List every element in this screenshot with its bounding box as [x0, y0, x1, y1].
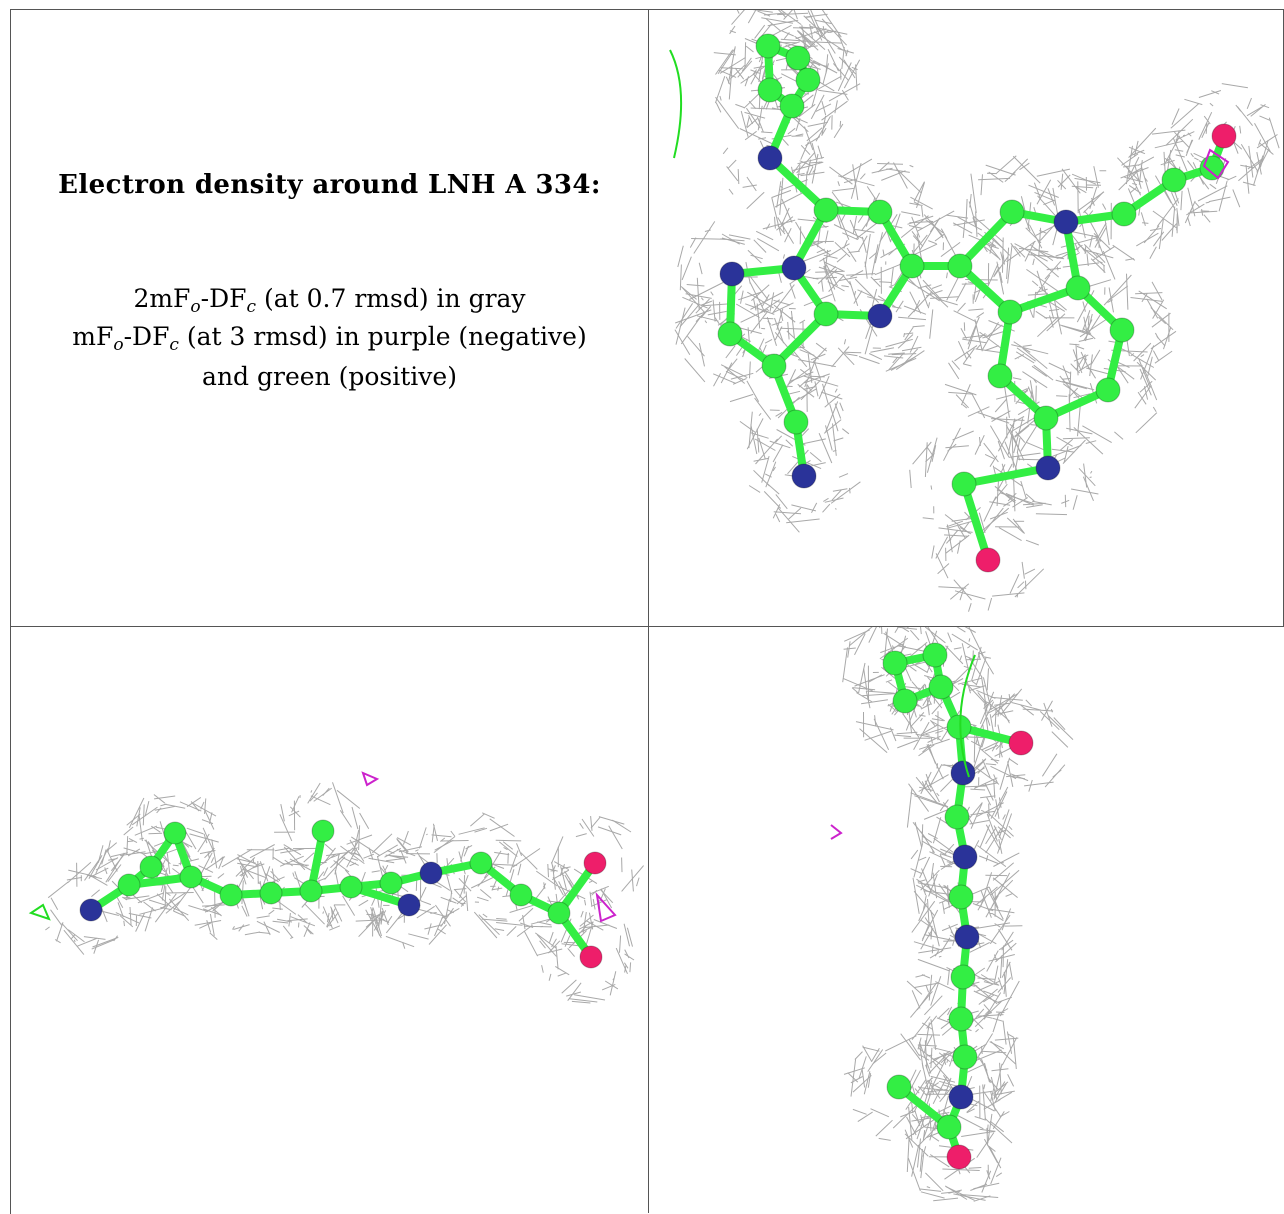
atom-group: [883, 643, 1033, 1169]
carbon-atom: [548, 902, 570, 924]
nitrogen-atom: [953, 845, 977, 869]
carbon-atom: [893, 689, 917, 713]
nitrogen-atom: [1054, 210, 1078, 234]
nitrogen-atom: [868, 304, 892, 328]
negative-density-blob: [363, 773, 377, 785]
carbon-atom: [949, 1007, 973, 1031]
positive-density-blob: [31, 905, 49, 919]
carbon-atom: [1112, 202, 1136, 226]
oxygen-atom: [1009, 731, 1033, 755]
nitrogen-atom: [420, 862, 442, 884]
carbon-atom: [948, 254, 972, 278]
carbon-atom: [883, 651, 907, 675]
carbon-atom: [868, 200, 892, 224]
carbon-atom: [814, 302, 838, 326]
oxygen-atom: [976, 548, 1000, 572]
nitrogen-atom: [1036, 456, 1060, 480]
nitrogen-atom: [782, 256, 806, 280]
carbon-atom: [947, 715, 971, 739]
carbon-atom: [1162, 168, 1186, 192]
carbon-atom: [937, 1115, 961, 1139]
nitrogen-atom: [758, 146, 782, 170]
carbon-atom: [140, 856, 162, 878]
carbon-atom: [951, 965, 975, 989]
oxygen-atom: [1212, 124, 1236, 148]
carbon-atom: [164, 822, 186, 844]
oxygen-atom: [584, 852, 606, 874]
carbon-atom: [952, 472, 976, 496]
carbon-atom: [470, 852, 492, 874]
positive-density-blob: [670, 50, 681, 158]
caption-cell: Electron density around LNH A 334: 2mFo-…: [11, 10, 648, 626]
carbon-atom: [1110, 318, 1134, 342]
carbon-atom: [796, 68, 820, 92]
carbon-atom: [814, 198, 838, 222]
carbon-atom: [220, 884, 242, 906]
oxygen-atom: [580, 946, 602, 968]
carbon-atom: [340, 876, 362, 898]
carbon-atom: [900, 254, 924, 278]
caption-line-3: and green (positive): [11, 362, 648, 391]
carbon-atom: [945, 805, 969, 829]
carbon-atom: [1200, 156, 1224, 180]
carbon-atom: [923, 643, 947, 667]
carbon-atom: [1000, 200, 1024, 224]
carbon-atom: [118, 874, 140, 896]
caption-title: Electron density around LNH A 334:: [11, 170, 648, 200]
oxygen-atom: [947, 1145, 971, 1169]
density-panel-edge-view: [649, 627, 1284, 1213]
carbon-atom: [786, 46, 810, 70]
carbon-atom: [758, 78, 782, 102]
carbon-atom: [1034, 406, 1058, 430]
carbon-atom: [180, 866, 202, 888]
carbon-atom: [756, 34, 780, 58]
carbon-atom: [780, 94, 804, 118]
nitrogen-atom: [951, 761, 975, 785]
carbon-atom: [1096, 378, 1120, 402]
negative-density-blob: [831, 825, 841, 839]
atom-group: [80, 820, 606, 968]
carbon-atom: [887, 1075, 911, 1099]
carbon-atom: [312, 820, 334, 842]
carbon-atom: [953, 1045, 977, 1069]
carbon-atom: [510, 884, 532, 906]
carbon-atom: [718, 322, 742, 346]
nitrogen-atom: [792, 464, 816, 488]
caption-line-2: mFo-DFc (at 3 rmsd) in purple (negative): [11, 322, 648, 355]
negative-density-blob: [597, 895, 615, 921]
carbon-atom: [300, 880, 322, 902]
carbon-atom: [998, 300, 1022, 324]
nitrogen-atom: [955, 925, 979, 949]
carbon-atom: [1066, 276, 1090, 300]
carbon-atom: [260, 882, 282, 904]
carbon-atom: [988, 364, 1012, 388]
carbon-atom: [929, 675, 953, 699]
carbon-atom: [949, 885, 973, 909]
carbon-atom: [784, 410, 808, 434]
carbon-atom: [762, 354, 786, 378]
nitrogen-atom: [949, 1085, 973, 1109]
nitrogen-atom: [80, 899, 102, 921]
nitrogen-atom: [720, 262, 744, 286]
carbon-atom: [380, 872, 402, 894]
caption-line-1: 2mFo-DFc (at 0.7 rmsd) in gray: [11, 284, 648, 317]
density-panel-side-view: [11, 627, 648, 1213]
nitrogen-atom: [398, 894, 420, 916]
density-panel-top-view: [650, 10, 1283, 625]
